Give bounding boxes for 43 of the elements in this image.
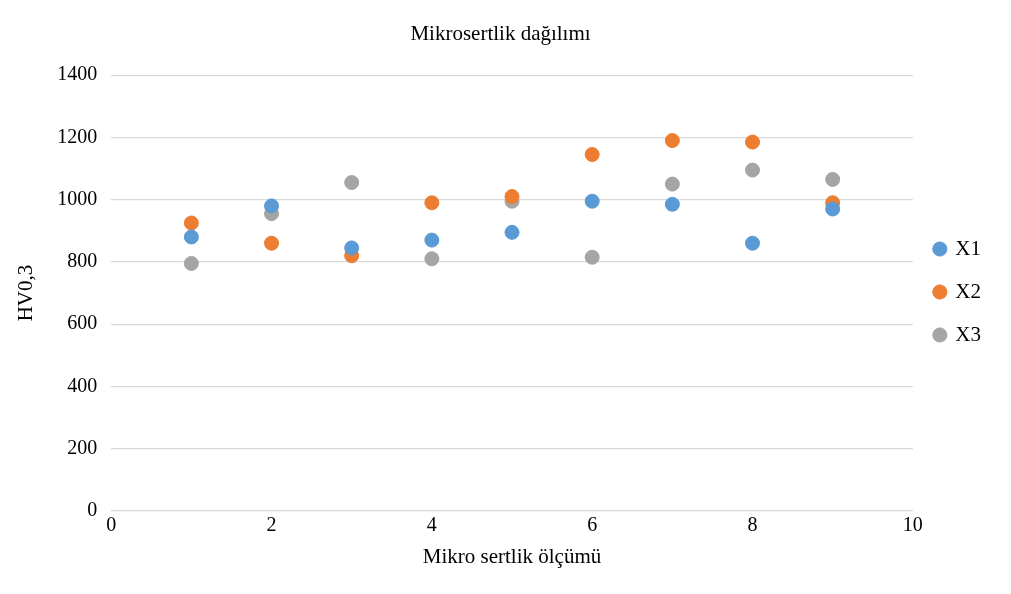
point: [264, 235, 280, 251]
point: [183, 229, 199, 245]
point: [745, 134, 761, 150]
y-tick-label: 0: [87, 498, 98, 521]
y-tick-label: 1200: [57, 124, 98, 147]
point: [664, 176, 680, 192]
point: [504, 189, 520, 205]
point: [584, 193, 600, 209]
x-tick-label: 6: [587, 513, 598, 536]
y-tick-label: 400: [67, 373, 98, 396]
point: [424, 251, 440, 267]
legend-label: X2: [955, 278, 982, 303]
point: [183, 255, 199, 271]
y-tick-label: 1000: [57, 186, 98, 209]
point: [344, 175, 360, 191]
point: [424, 195, 440, 211]
x-tick-label: 4: [426, 513, 437, 536]
legend-label: X1: [955, 235, 982, 260]
point: [424, 232, 440, 248]
point: [664, 133, 680, 149]
point: [825, 201, 841, 217]
point: [825, 171, 841, 187]
point: [264, 198, 280, 214]
point: [344, 240, 360, 256]
y-tick-label: 1400: [57, 62, 98, 85]
y-axis-title: HV0,3: [13, 264, 38, 322]
point: [504, 224, 520, 240]
point: [183, 215, 199, 231]
point: [584, 147, 600, 163]
point: [664, 196, 680, 212]
chart-title: Mikrosertlik dağılımı: [410, 21, 591, 46]
point: [584, 249, 600, 265]
y-tick-label: 600: [67, 311, 98, 334]
x-tick-label: 10: [902, 513, 923, 536]
point: [745, 235, 761, 251]
x-axis-title: Mikro sertlik ölçümü: [422, 543, 602, 568]
y-tick-label: 800: [67, 249, 98, 272]
x-tick-label: 2: [266, 513, 277, 536]
point: [745, 162, 761, 178]
legend-label: X3: [955, 321, 982, 346]
x-tick-label: 0: [106, 513, 117, 536]
x-tick-label: 8: [747, 513, 758, 536]
y-tick-label: 200: [67, 435, 98, 458]
